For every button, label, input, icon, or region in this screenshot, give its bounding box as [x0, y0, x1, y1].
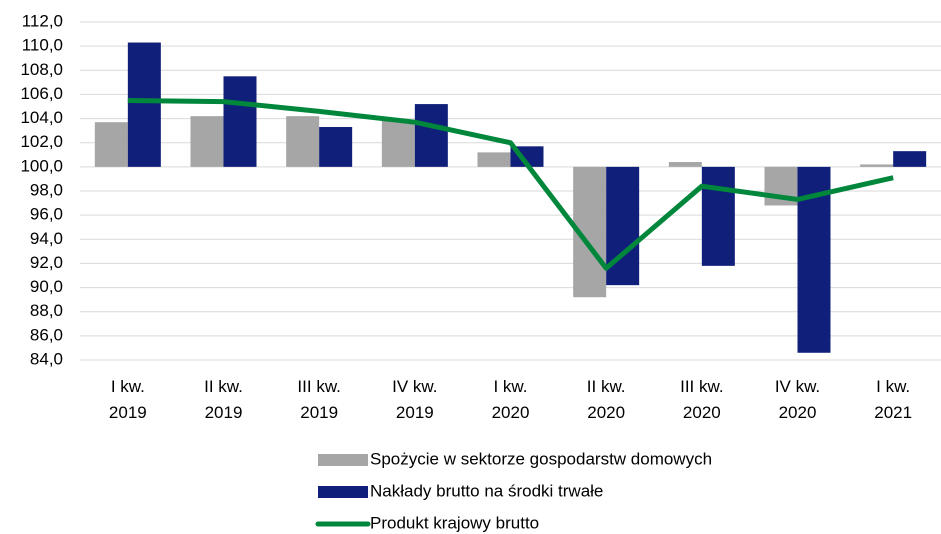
- line: [127, 97, 894, 271]
- bar: [190, 116, 224, 167]
- bar: [319, 127, 353, 167]
- y-tick-label: 92,0: [30, 253, 63, 272]
- y-tick-label: 88,0: [30, 301, 63, 320]
- bar: [477, 152, 511, 167]
- bar: [286, 116, 320, 167]
- bar: [860, 164, 894, 167]
- bar: [381, 119, 415, 167]
- x-tick-label: I kw. 2020: [491, 377, 530, 422]
- bar: [701, 166, 735, 266]
- bar: [127, 42, 161, 167]
- legend-label: Produkt krajowy brutto: [370, 513, 539, 532]
- x-tick-label: IV kw. 2019: [392, 377, 438, 422]
- y-tick-label: 102,0: [20, 132, 63, 151]
- y-tick-label: 108,0: [20, 60, 63, 79]
- legend-swatch: [318, 486, 368, 498]
- x-tick-label: II kw. 2020: [586, 377, 626, 422]
- y-tick-label: 98,0: [30, 180, 63, 199]
- x-tick-label: III kw. 2019: [297, 377, 341, 422]
- y-tick-label: 94,0: [30, 229, 63, 248]
- bar: [893, 151, 927, 167]
- bar: [94, 122, 128, 167]
- x-tick-label: I kw. 2021: [874, 377, 913, 422]
- legend-swatch: [318, 454, 368, 466]
- x-tick-label: I kw. 2019: [108, 377, 147, 422]
- bar: [668, 162, 702, 167]
- bar: [606, 166, 640, 286]
- y-tick-label: 86,0: [30, 325, 63, 344]
- bar: [223, 76, 257, 167]
- y-tick-label: 110,0: [22, 36, 63, 55]
- y-tick-label: 96,0: [30, 205, 63, 224]
- y-tick-label: 100,0: [20, 156, 63, 175]
- legend-label: Spożycie w sektorze gospodarstw domowych: [370, 449, 712, 468]
- y-tick-label: 104,0: [20, 108, 63, 127]
- x-tick-label: III kw. 2020: [680, 377, 724, 422]
- legend-label: Nakłady brutto na środki trwałe: [370, 481, 603, 500]
- x-tick-label: IV kw. 2020: [774, 377, 821, 422]
- y-tick-label: 84,0: [30, 349, 63, 368]
- y-tick-label: 112,0: [22, 11, 63, 30]
- y-tick-label: 90,0: [30, 277, 63, 296]
- y-tick-label: 106,0: [20, 84, 63, 103]
- bar: [414, 104, 448, 167]
- x-tick-label: II kw. 2019: [204, 377, 243, 422]
